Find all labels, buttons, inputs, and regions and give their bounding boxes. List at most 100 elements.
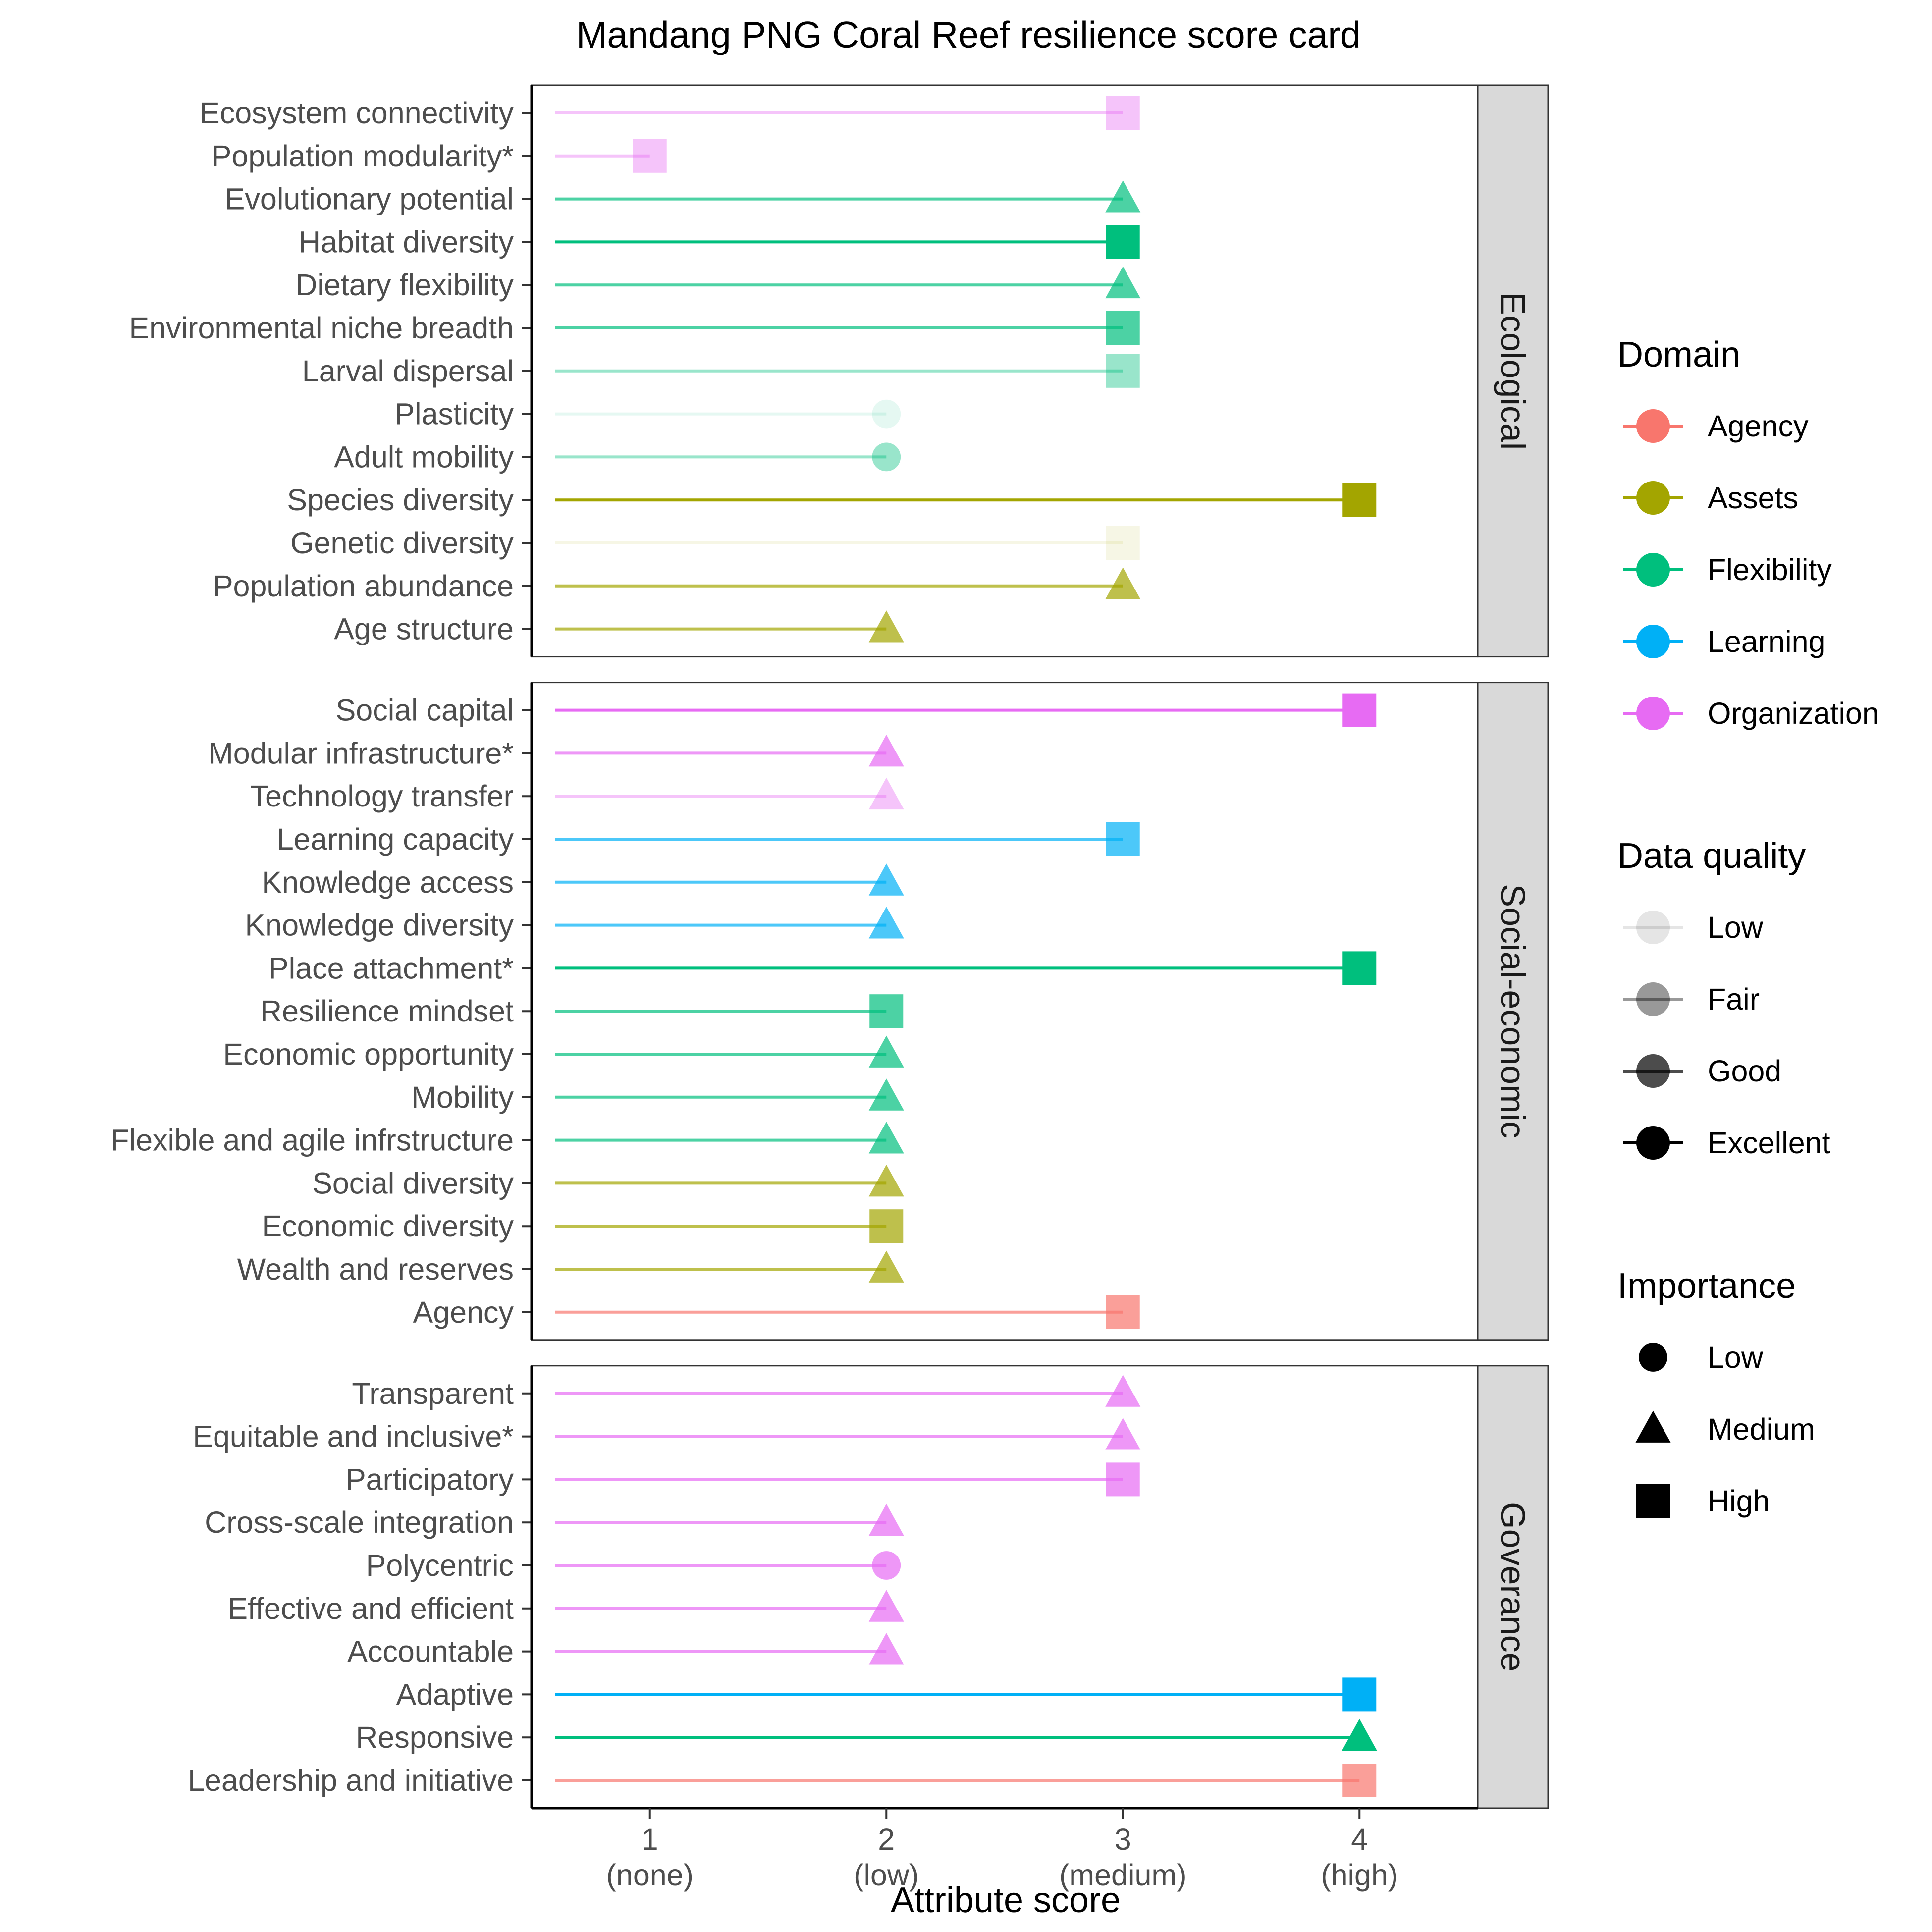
- item-responsive: Responsive: [356, 1718, 1377, 1754]
- legend-key-point: [1636, 481, 1670, 515]
- y-tick-label: Mobility: [411, 1080, 514, 1114]
- lollipop-point: [868, 1250, 904, 1283]
- x-tick-label: 4: [1351, 1823, 1368, 1856]
- item-cross-scale-integration: Cross-scale integration: [205, 1503, 904, 1539]
- facet-strip-label: Ecological: [1494, 292, 1532, 450]
- lollipop-point: [868, 610, 904, 643]
- panels-layer: Ecological Ecosystem connectivity Populati…: [110, 84, 1549, 1810]
- lollipop-point: [868, 735, 904, 767]
- item-adaptive: Adaptive: [396, 1677, 1377, 1712]
- x-tick-label: 1: [642, 1823, 658, 1856]
- item-agency: Agency: [413, 1295, 1140, 1329]
- item-accountable: Accountable: [347, 1633, 904, 1668]
- legend-key-shape: [1636, 1484, 1670, 1518]
- facet-strip-label: Goverance: [1494, 1502, 1532, 1671]
- x-axis: 1(none) 2(low) 3(medium) 4(high): [606, 1808, 1398, 1892]
- y-tick-label: Equitable and inclusive*: [193, 1420, 514, 1453]
- item-place-attachment: Place attachment*: [268, 951, 1377, 985]
- legend-key-point: [1636, 1126, 1670, 1160]
- y-tick-label: Adaptive: [396, 1677, 514, 1711]
- panel-social-economic: Social-economic Social capital Modular inf…: [110, 682, 1549, 1341]
- y-tick-label: Adult mobility: [334, 440, 514, 474]
- item-economic-opportunity: Economic opportunity: [223, 1035, 904, 1071]
- item-population-modularity: Population modularity*: [212, 139, 667, 173]
- legend-key-point: [1636, 625, 1670, 658]
- y-tick-label: Social capital: [336, 694, 514, 727]
- x-tick-sublabel: (low): [854, 1858, 919, 1892]
- lollipop-point: [868, 777, 904, 810]
- y-tick-label: Habitat diversity: [299, 225, 514, 259]
- legend-label: Agency: [1708, 409, 1809, 443]
- y-tick-label: Environmental niche breadth: [129, 311, 514, 345]
- y-tick-label: Wealth and reserves: [237, 1252, 514, 1286]
- y-tick-label: Ecosystem connectivity: [200, 96, 514, 130]
- item-plasticity: Plasticity: [394, 397, 901, 431]
- item-dietary-flexibility: Dietary flexibility: [295, 266, 1141, 302]
- y-tick-label: Learning capacity: [277, 822, 514, 856]
- y-tick-label: Knowledge access: [262, 865, 514, 899]
- lollipop-point: [868, 907, 904, 939]
- item-equitable-and-inclusive: Equitable and inclusive*: [193, 1418, 1141, 1453]
- item-flexible-and-agile-infrstructure: Flexible and agile infrstructure: [110, 1122, 904, 1157]
- item-participatory: Participatory: [346, 1462, 1140, 1497]
- y-tick-label: Flexible and agile infrstructure: [110, 1124, 514, 1157]
- lollipop-point: [872, 399, 901, 429]
- y-tick-label: Transparent: [352, 1377, 514, 1410]
- lollipop-point: [1342, 483, 1377, 517]
- legend-title-domain: Domain: [1617, 335, 1740, 375]
- legend-key-shape: [1635, 1410, 1671, 1443]
- item-economic-diversity: Economic diversity: [262, 1209, 904, 1243]
- y-tick-label: Population modularity*: [212, 139, 514, 173]
- legend-key-point: [1636, 553, 1670, 587]
- facet-strip: [1477, 1365, 1549, 1809]
- item-resilience-mindset: Resilience mindset: [260, 994, 904, 1028]
- legend-key-shape: [1639, 1343, 1667, 1372]
- lollipop-point: [1106, 1462, 1140, 1497]
- panel-goverance: Goverance Transparent Equitable and inclus…: [188, 1365, 1549, 1810]
- y-tick-label: Genetic diversity: [290, 526, 514, 560]
- y-tick-label: Agency: [413, 1295, 514, 1329]
- item-population-abundance: Population abundance: [213, 567, 1141, 603]
- x-tick-label: 2: [878, 1823, 895, 1856]
- x-tick-sublabel: (high): [1321, 1858, 1398, 1892]
- lollipop-point: [1106, 311, 1140, 345]
- legend-label: Assets: [1708, 481, 1798, 515]
- legend-key-point: [1636, 1054, 1670, 1088]
- lollipop-point: [633, 139, 667, 173]
- y-tick-label: Dietary flexibility: [295, 268, 514, 302]
- item-larval-dispersal: Larval dispersal: [302, 354, 1140, 388]
- legend-key-point: [1636, 409, 1670, 443]
- legend-label: Excellent: [1708, 1126, 1830, 1160]
- item-species-diversity: Species diversity: [287, 483, 1377, 517]
- lollipop-point: [1342, 951, 1377, 985]
- legend-label: Low: [1708, 1341, 1764, 1374]
- y-tick-label: Population abundance: [213, 569, 514, 603]
- y-tick-label: Larval dispersal: [302, 354, 514, 388]
- y-tick-label: Evolutionary potential: [225, 182, 514, 216]
- item-evolutionary-potential: Evolutionary potential: [225, 180, 1141, 216]
- lollipop-point: [872, 442, 901, 472]
- lollipop-point: [1105, 567, 1141, 599]
- y-tick-label: Social diversity: [312, 1166, 514, 1200]
- lollipop-point: [872, 1551, 901, 1580]
- lollipop-point: [1342, 1677, 1377, 1712]
- lollipop-point: [869, 994, 904, 1028]
- lollipop-point: [1342, 1764, 1377, 1797]
- lollipop-point: [1106, 526, 1140, 560]
- legend-key-point: [1636, 982, 1670, 1016]
- y-tick-label: Effective and efficient: [227, 1592, 514, 1625]
- item-polycentric: Polycentric: [366, 1549, 901, 1582]
- item-environmental-niche-breadth: Environmental niche breadth: [129, 311, 1140, 345]
- lollipop-point: [868, 863, 904, 896]
- y-tick-label: Plasticity: [394, 397, 514, 431]
- y-tick-label: Leadership and initiative: [188, 1764, 514, 1797]
- legend-label: Good: [1708, 1054, 1781, 1088]
- legend-label: Fair: [1708, 982, 1760, 1016]
- facet-strip-label: Social-economic: [1494, 884, 1532, 1138]
- item-age-structure: Age structure: [334, 610, 904, 646]
- lollipop-point: [1106, 822, 1140, 856]
- item-technology-transfer: Technology transfer: [250, 777, 904, 813]
- legend-label: Organization: [1708, 697, 1879, 730]
- lollipop-point: [868, 1633, 904, 1665]
- lollipop-point: [1106, 96, 1140, 130]
